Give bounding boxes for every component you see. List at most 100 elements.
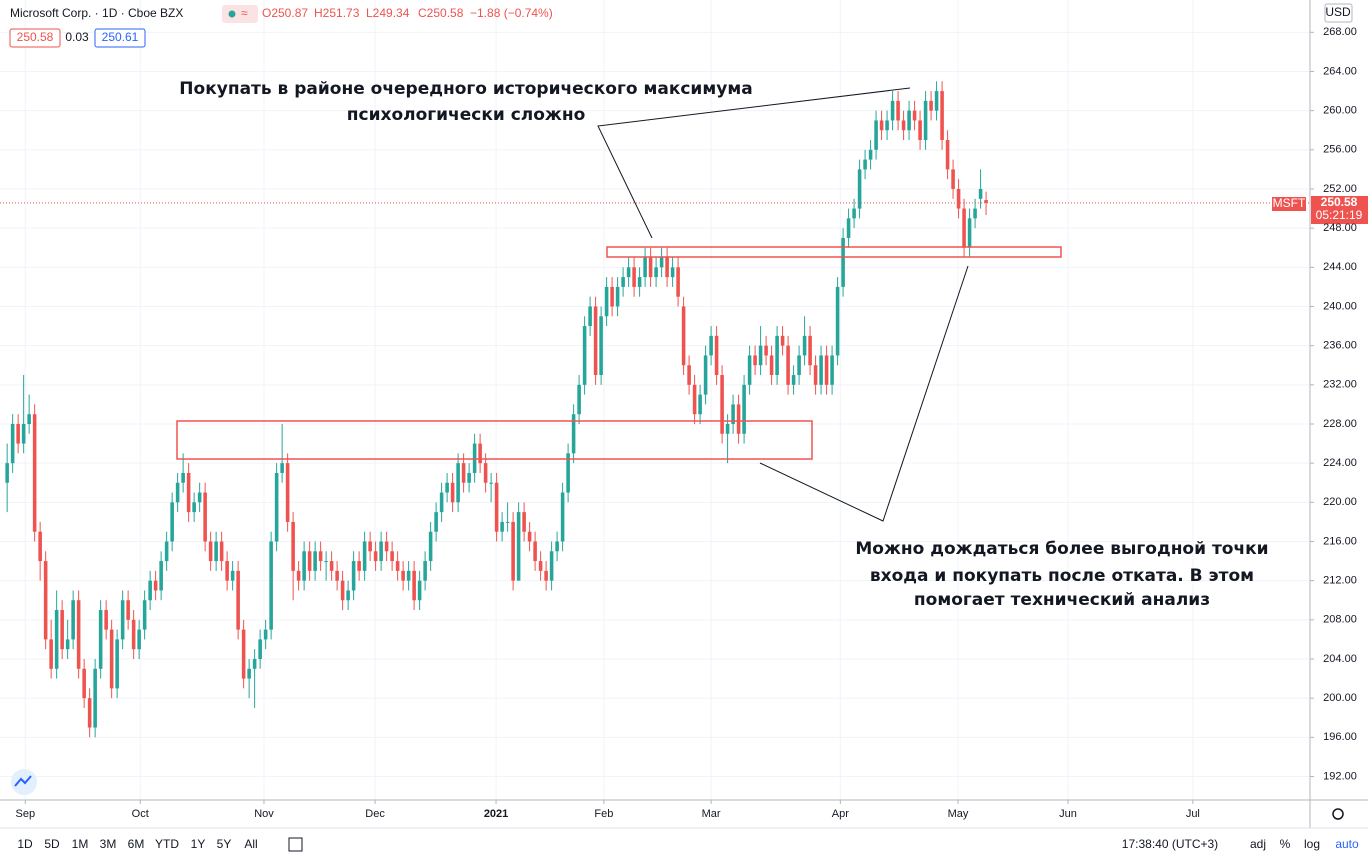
candle-body: [626, 267, 631, 278]
candle-body: [522, 512, 526, 532]
candle-body: [302, 551, 306, 581]
candle-body: [126, 600, 130, 620]
candle-body: [863, 159, 867, 170]
range-button[interactable]: 1D: [17, 837, 33, 851]
candle-body: [170, 502, 174, 542]
change: −1.88 (−0.74%): [470, 6, 553, 20]
x-tick-label: 2021: [484, 808, 508, 820]
ticker-tag: [1272, 197, 1306, 211]
y-tick-label: 220.00: [1323, 496, 1357, 508]
candle-body: [197, 492, 202, 503]
option-button[interactable]: adj: [1250, 837, 1266, 851]
candle-body: [71, 600, 75, 640]
candle-body: [98, 610, 103, 669]
ohlc: O250.87: [262, 6, 308, 20]
range-button[interactable]: 5D: [44, 837, 60, 851]
y-tick-label: 224.00: [1323, 457, 1357, 469]
currency-box[interactable]: [1324, 3, 1353, 23]
candle-body: [76, 600, 81, 669]
candle-body: [632, 267, 636, 287]
candle-body: [549, 551, 554, 581]
pointer-line: [597, 87, 911, 239]
candle-body: [665, 257, 669, 278]
candle-body: [291, 521, 295, 571]
candle-body: [428, 531, 433, 562]
candle-body: [555, 541, 559, 552]
candle-body: [940, 91, 944, 141]
candle-body: [164, 541, 169, 562]
range-button[interactable]: 1Y: [191, 837, 206, 851]
candle-body: [318, 551, 323, 562]
candle-body: [445, 482, 449, 493]
y-tick-label: 236.00: [1323, 340, 1357, 352]
candle-body: [241, 629, 246, 679]
candle-body: [802, 335, 807, 356]
candle-body: [962, 208, 966, 248]
range-button[interactable]: 1M: [72, 837, 89, 851]
candle-body: [824, 355, 829, 385]
candle-body: [725, 423, 730, 434]
candle-body: [747, 355, 752, 385]
candle-body: [731, 404, 735, 424]
range-button[interactable]: All: [244, 837, 257, 851]
candle-body: [907, 110, 911, 131]
option-button[interactable]: log: [1304, 837, 1320, 851]
candle-body: [538, 561, 543, 571]
option-button[interactable]: %: [1280, 837, 1291, 851]
candle-body: [967, 218, 972, 248]
option-button[interactable]: auto: [1335, 837, 1359, 851]
y-tick-label: 252.00: [1323, 183, 1357, 195]
candle-body: [192, 502, 196, 513]
candle-body: [786, 345, 790, 385]
candle-body: [489, 482, 493, 484]
candle-body: [247, 668, 251, 679]
candle-body: [483, 463, 488, 483]
candle-body: [582, 326, 587, 385]
date-range-icon[interactable]: [288, 837, 303, 852]
ohlc: L249.34: [366, 6, 410, 20]
x-tick-label: Jun: [1059, 808, 1077, 820]
range-button[interactable]: 3M: [100, 837, 117, 851]
bid: 250.58: [17, 30, 54, 44]
candle-body: [49, 639, 53, 669]
candle-body: [263, 629, 268, 640]
candle-body: [38, 531, 42, 562]
x-tick-label: May: [948, 808, 969, 820]
range-button[interactable]: 6M: [128, 837, 145, 851]
candle-body: [131, 619, 136, 650]
candle-body: [230, 570, 235, 581]
price: 250.58: [1321, 195, 1358, 209]
candle-body: [637, 277, 642, 287]
candle-body: [714, 335, 719, 376]
candle-body: [984, 200, 988, 203]
candle-body: [104, 610, 108, 630]
candle-body: [813, 365, 818, 385]
candle-body: [65, 639, 70, 650]
candle-body: [692, 384, 697, 415]
candle-body: [648, 257, 653, 278]
candle-body: [395, 561, 400, 571]
candle-body: [252, 658, 257, 669]
ask-box[interactable]: [94, 28, 146, 48]
logo-mark: [14, 775, 32, 787]
y-tick-label: 208.00: [1323, 614, 1357, 626]
candle-body: [720, 375, 724, 434]
candle-body: [566, 453, 570, 493]
status-badge[interactable]: [222, 5, 258, 23]
candle-body: [896, 100, 900, 121]
candle-body: [214, 541, 218, 562]
bid-box[interactable]: [9, 28, 61, 48]
candle-body: [533, 541, 537, 562]
settings-icon[interactable]: [1332, 808, 1344, 820]
candle-body: [918, 120, 922, 141]
candle-body: [610, 286, 614, 307]
candle-body: [544, 570, 548, 581]
candle-body: [791, 375, 796, 385]
candle-body: [500, 521, 504, 532]
y-tick-label: 192.00: [1323, 770, 1357, 782]
range-button[interactable]: YTD: [155, 837, 179, 851]
range-button[interactable]: 5Y: [217, 837, 232, 851]
x-tick-label: Nov: [254, 808, 274, 820]
toolbar: 1D 5D 1M 3M 6M YTD 1Y 5Y All 17:38:40 (UTC+3) adj%…: [17, 837, 1359, 851]
candle-body: [93, 668, 97, 728]
